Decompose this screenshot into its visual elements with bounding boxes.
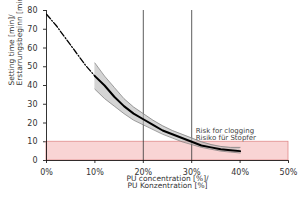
svg-text:70: 70 — [27, 25, 37, 34]
svg-text:10: 10 — [27, 137, 37, 146]
svg-text:20%: 20% — [134, 168, 153, 178]
svg-text:40%: 40% — [231, 168, 249, 177]
svg-text:50%: 50% — [280, 168, 298, 177]
svg-text:10%: 10% — [86, 168, 104, 177]
svg-text:20: 20 — [27, 119, 37, 128]
svg-text:60: 60 — [27, 44, 37, 53]
svg-text:Setting time [min]/Erstarrungs: Setting time [min]/Erstarrungsbeginn [mi… — [7, 0, 24, 86]
svg-text:30%: 30% — [182, 168, 201, 178]
svg-text:PU concentration [%]/PU Konzen: PU concentration [%]/PU Konzentration [%… — [126, 174, 209, 191]
svg-text:30: 30 — [27, 100, 37, 109]
svg-text:40: 40 — [27, 81, 37, 90]
svg-text:80: 80 — [27, 6, 37, 15]
svg-text:Risk for cloggingRisiko für St: Risk for cloggingRisiko für Stopfer — [196, 127, 256, 142]
svg-text:0%: 0% — [40, 168, 53, 177]
svg-text:50: 50 — [27, 62, 37, 71]
svg-text:0: 0 — [32, 156, 37, 165]
